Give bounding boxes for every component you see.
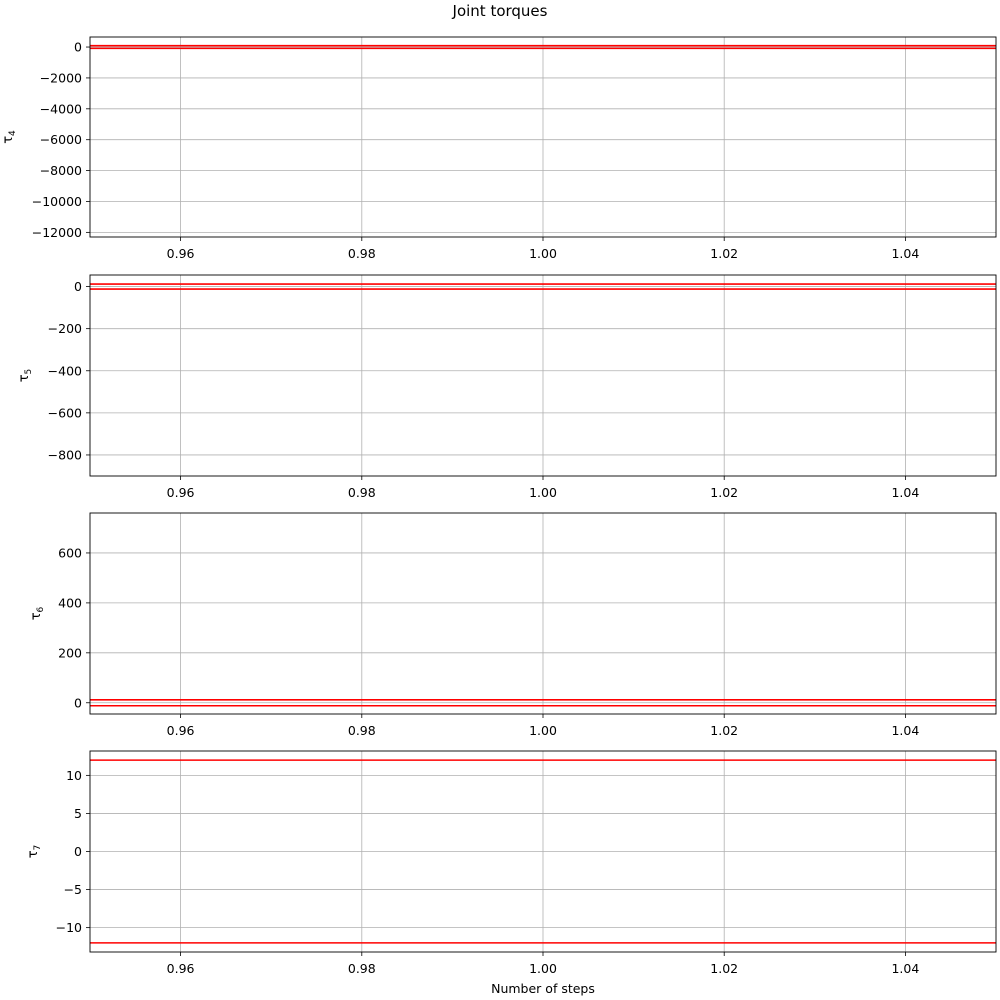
y-tick-label: −400 (48, 363, 82, 378)
y-axis-label: τ4 (1, 130, 18, 144)
y-tick-label: −10000 (32, 194, 82, 209)
subplot-tau6: 0.96 0.98 1.00 1.02 1.04 0 200 400 600 τ6 (29, 512, 997, 738)
x-tick-label: 0.98 (348, 723, 376, 738)
x-tick-label: 0.98 (348, 246, 376, 261)
y-tick-label: 200 (58, 645, 82, 660)
y-tick-label: 400 (58, 595, 82, 610)
y-axis-label: τ6 (29, 606, 46, 620)
x-tick-label: 1.00 (529, 246, 557, 261)
x-tick-label: 1.00 (529, 961, 557, 976)
subplot-panels: 0.96 0.98 1.00 1.02 1.040−2000−4000−6000−800… (1, 36, 997, 976)
series-group (90, 759, 996, 944)
y-axis-label-subscript: 5 (24, 369, 34, 375)
y-axis-label: τ7 (26, 845, 43, 859)
y-tick-label: −4000 (40, 101, 82, 116)
y-tick-label: 0 (74, 844, 82, 859)
y-tick-label: −2000 (40, 70, 82, 85)
y-tick-label: 0 (74, 695, 82, 710)
y-tick-label: 0 (74, 279, 82, 294)
y-tick-label: −12000 (32, 225, 82, 240)
y-tick-label: −200 (48, 321, 82, 336)
x-tick-label: 0.96 (167, 961, 195, 976)
x-tick-label: 1.04 (891, 485, 919, 500)
y-tick-label: −800 (48, 447, 82, 462)
y-axis-label-symbol: τ (26, 850, 41, 858)
x-tick-label: 1.02 (710, 961, 738, 976)
y-tick-label: 10 (66, 768, 82, 783)
y-axis-label-symbol: τ (17, 374, 32, 382)
x-tick-label: 1.02 (710, 485, 738, 500)
x-tick-label: 1.02 (710, 246, 738, 261)
y-tick-label: 0 (74, 40, 82, 55)
y-axis-label-symbol: τ (1, 136, 16, 144)
series-group (90, 44, 996, 50)
series-group (90, 698, 996, 707)
x-tick-label: 1.00 (529, 723, 557, 738)
y-axis-label-subscript: 7 (33, 845, 43, 851)
y-tick-label: −600 (48, 405, 82, 420)
x-axis-label: Number of steps (491, 981, 595, 996)
x-tick-label: 0.98 (348, 961, 376, 976)
x-tick-label: 0.96 (167, 246, 195, 261)
y-tick-label: −8000 (40, 163, 82, 178)
y-tick-label: 600 (58, 545, 82, 560)
subplot-tau5: 0.96 0.98 1.00 1.02 1.04 0 −200 −400 −600 −800 τ5 (17, 274, 997, 500)
x-tick-label: 1.02 (710, 723, 738, 738)
y-tick-label: −10 (56, 920, 82, 935)
y-tick-label: −6000 (40, 132, 82, 147)
subplot-tau4: 0.96 0.98 1.00 1.02 1.04 0 −2000 −4000 −6000 −800… (1, 36, 997, 261)
x-tick-label: 0.96 (167, 723, 195, 738)
x-tick-label: 1.00 (529, 485, 557, 500)
x-tick-label: 1.04 (891, 961, 919, 976)
y-axis-label-subscript: 6 (36, 606, 46, 612)
y-tick-label: −5 (64, 882, 82, 897)
x-tick-label: 1.04 (891, 723, 919, 738)
y-tick-label: 5 (74, 806, 82, 821)
y-axis-label-symbol: τ (29, 612, 44, 620)
y-axis-label-subscript: 4 (8, 130, 18, 136)
x-tick-label: 0.98 (348, 485, 376, 500)
x-tick-label: 0.96 (167, 485, 195, 500)
y-axis-label: τ5 (17, 369, 34, 383)
subplot-tau7: 0.96 0.98 1.00 1.02 1.04 10 5 0 −5 −10 τ7 (26, 750, 997, 976)
figure-title: Joint torques (452, 2, 548, 20)
x-tick-label: 1.04 (891, 246, 919, 261)
series-group (90, 283, 996, 290)
